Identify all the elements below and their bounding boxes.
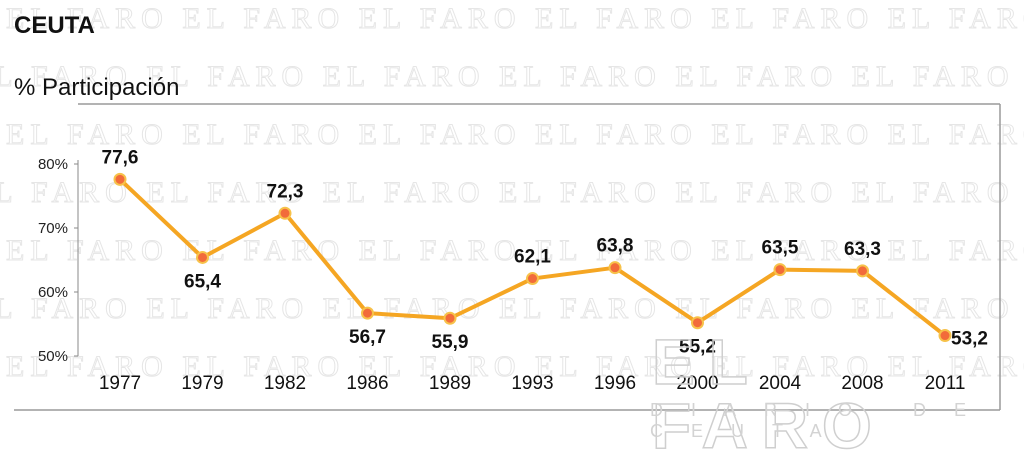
data-label: 65,4 bbox=[184, 271, 221, 292]
data-label: 63,8 bbox=[597, 236, 634, 257]
data-point bbox=[608, 261, 622, 275]
data-point bbox=[526, 272, 539, 286]
y-tick-label: 50% bbox=[38, 348, 68, 365]
x-tick-label: 1986 bbox=[346, 373, 388, 394]
y-tick-label: 70% bbox=[38, 220, 68, 237]
y-tick-label: 80% bbox=[38, 156, 68, 173]
data-point bbox=[361, 306, 374, 320]
x-tick-label: 2000 bbox=[676, 373, 718, 394]
data-label: 63,5 bbox=[762, 238, 799, 259]
data-point bbox=[278, 206, 292, 220]
x-tick-label: 1993 bbox=[511, 373, 553, 394]
chart-title: CEUTA bbox=[14, 12, 95, 39]
data-point bbox=[113, 172, 127, 186]
y-tick-label: 60% bbox=[38, 284, 68, 301]
data-label: 55,9 bbox=[432, 332, 469, 353]
data-label: 63,3 bbox=[844, 239, 881, 260]
data-label: 72,3 bbox=[267, 181, 304, 202]
x-tick-label: 1977 bbox=[99, 373, 141, 394]
data-label: 56,7 bbox=[349, 327, 386, 348]
data-point bbox=[443, 311, 457, 325]
data-point bbox=[196, 250, 209, 264]
x-tick-label: 1982 bbox=[264, 373, 306, 394]
y-axis-label: % Participación bbox=[14, 74, 180, 101]
x-tick-label: 2011 bbox=[925, 373, 966, 394]
x-tick-label: 1989 bbox=[429, 373, 471, 394]
x-tick-label: 1996 bbox=[594, 373, 636, 394]
x-tick-label: 2004 bbox=[759, 373, 802, 394]
x-tick-label: 2008 bbox=[841, 373, 883, 394]
data-point bbox=[691, 316, 704, 330]
data-point bbox=[773, 263, 787, 277]
data-point bbox=[856, 264, 869, 278]
el-faro-logo-subtext: DIARIO DE CEUTA bbox=[650, 400, 995, 441]
data-label: 62,1 bbox=[514, 247, 551, 268]
data-label: 55,2 bbox=[679, 337, 716, 358]
data-label: 53,2 bbox=[951, 329, 988, 350]
data-point bbox=[938, 329, 952, 343]
data-label: 77,6 bbox=[102, 147, 139, 168]
x-tick-label: 1979 bbox=[181, 373, 223, 394]
line-chart: 50% 60% 70% 80% 1977 1979 1982 1986 1989 1993 1996… bbox=[14, 103, 1001, 411]
